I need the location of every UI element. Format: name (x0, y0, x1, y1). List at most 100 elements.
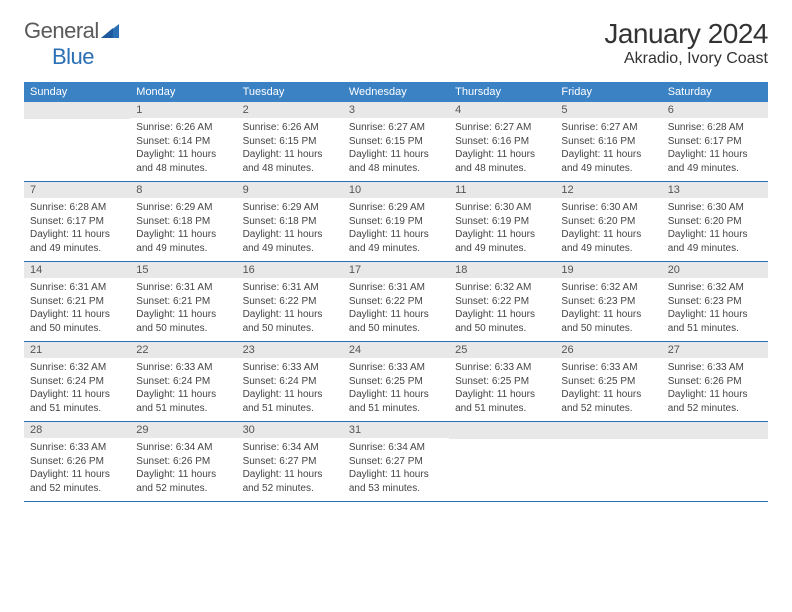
title-block: January 2024 Akradio, Ivory Coast (604, 18, 768, 68)
day-number: 19 (555, 262, 661, 278)
day-details: Sunrise: 6:31 AMSunset: 6:21 PMDaylight:… (130, 278, 236, 341)
day-cell: 4Sunrise: 6:27 AMSunset: 6:16 PMDaylight… (449, 102, 555, 182)
day-number: 12 (555, 182, 661, 198)
day-header-wednesday: Wednesday (343, 82, 449, 102)
day-details: Sunrise: 6:29 AMSunset: 6:18 PMDaylight:… (130, 198, 236, 261)
day-cell: 5Sunrise: 6:27 AMSunset: 6:16 PMDaylight… (555, 102, 661, 182)
day-number: 14 (24, 262, 130, 278)
empty-daynum (555, 422, 661, 439)
logo: General Blue (24, 18, 119, 70)
day-details: Sunrise: 6:32 AMSunset: 6:24 PMDaylight:… (24, 358, 130, 421)
day-cell: 23Sunrise: 6:33 AMSunset: 6:24 PMDayligh… (237, 342, 343, 422)
empty-cell (662, 422, 768, 502)
day-details: Sunrise: 6:31 AMSunset: 6:22 PMDaylight:… (237, 278, 343, 341)
header: General Blue January 2024 Akradio, Ivory… (24, 18, 768, 70)
day-header-sunday: Sunday (24, 82, 130, 102)
day-header-saturday: Saturday (662, 82, 768, 102)
day-number: 15 (130, 262, 236, 278)
day-header-thursday: Thursday (449, 82, 555, 102)
day-details: Sunrise: 6:29 AMSunset: 6:18 PMDaylight:… (237, 198, 343, 261)
empty-daynum (449, 422, 555, 439)
day-cell: 30Sunrise: 6:34 AMSunset: 6:27 PMDayligh… (237, 422, 343, 502)
day-number: 11 (449, 182, 555, 198)
calendar-row: 14Sunrise: 6:31 AMSunset: 6:21 PMDayligh… (24, 262, 768, 342)
day-header-friday: Friday (555, 82, 661, 102)
day-cell: 8Sunrise: 6:29 AMSunset: 6:18 PMDaylight… (130, 182, 236, 262)
day-number: 28 (24, 422, 130, 438)
day-details: Sunrise: 6:33 AMSunset: 6:24 PMDaylight:… (237, 358, 343, 421)
day-details: Sunrise: 6:32 AMSunset: 6:22 PMDaylight:… (449, 278, 555, 341)
day-number: 31 (343, 422, 449, 438)
day-details: Sunrise: 6:33 AMSunset: 6:24 PMDaylight:… (130, 358, 236, 421)
day-details: Sunrise: 6:32 AMSunset: 6:23 PMDaylight:… (555, 278, 661, 341)
day-number: 23 (237, 342, 343, 358)
location: Akradio, Ivory Coast (604, 50, 768, 68)
day-details: Sunrise: 6:33 AMSunset: 6:26 PMDaylight:… (662, 358, 768, 421)
day-details: Sunrise: 6:34 AMSunset: 6:27 PMDaylight:… (237, 438, 343, 501)
day-number: 18 (449, 262, 555, 278)
day-number: 17 (343, 262, 449, 278)
day-details: Sunrise: 6:30 AMSunset: 6:20 PMDaylight:… (662, 198, 768, 261)
day-number: 2 (237, 102, 343, 118)
logo-triangle-icon (101, 24, 119, 43)
day-cell: 24Sunrise: 6:33 AMSunset: 6:25 PMDayligh… (343, 342, 449, 422)
day-cell: 2Sunrise: 6:26 AMSunset: 6:15 PMDaylight… (237, 102, 343, 182)
empty-cell (24, 102, 130, 182)
day-details: Sunrise: 6:34 AMSunset: 6:27 PMDaylight:… (343, 438, 449, 501)
day-details: Sunrise: 6:33 AMSunset: 6:25 PMDaylight:… (555, 358, 661, 421)
empty-daynum (662, 422, 768, 439)
day-number: 30 (237, 422, 343, 438)
day-number: 10 (343, 182, 449, 198)
empty-daynum (24, 102, 130, 119)
logo-text-2: Blue (52, 44, 94, 69)
day-details: Sunrise: 6:26 AMSunset: 6:14 PMDaylight:… (130, 118, 236, 181)
day-number: 24 (343, 342, 449, 358)
day-details: Sunrise: 6:33 AMSunset: 6:26 PMDaylight:… (24, 438, 130, 501)
day-cell: 1Sunrise: 6:26 AMSunset: 6:14 PMDaylight… (130, 102, 236, 182)
day-details: Sunrise: 6:27 AMSunset: 6:16 PMDaylight:… (555, 118, 661, 181)
empty-cell (555, 422, 661, 502)
day-cell: 18Sunrise: 6:32 AMSunset: 6:22 PMDayligh… (449, 262, 555, 342)
day-number: 25 (449, 342, 555, 358)
day-details: Sunrise: 6:33 AMSunset: 6:25 PMDaylight:… (343, 358, 449, 421)
day-number: 8 (130, 182, 236, 198)
logo-text-1: General (24, 18, 99, 43)
day-header-tuesday: Tuesday (237, 82, 343, 102)
day-header-monday: Monday (130, 82, 236, 102)
day-cell: 15Sunrise: 6:31 AMSunset: 6:21 PMDayligh… (130, 262, 236, 342)
day-details: Sunrise: 6:30 AMSunset: 6:19 PMDaylight:… (449, 198, 555, 261)
day-cell: 7Sunrise: 6:28 AMSunset: 6:17 PMDaylight… (24, 182, 130, 262)
day-details: Sunrise: 6:28 AMSunset: 6:17 PMDaylight:… (24, 198, 130, 261)
day-number: 1 (130, 102, 236, 118)
calendar-row: 28Sunrise: 6:33 AMSunset: 6:26 PMDayligh… (24, 422, 768, 502)
day-details: Sunrise: 6:26 AMSunset: 6:15 PMDaylight:… (237, 118, 343, 181)
day-cell: 22Sunrise: 6:33 AMSunset: 6:24 PMDayligh… (130, 342, 236, 422)
day-cell: 26Sunrise: 6:33 AMSunset: 6:25 PMDayligh… (555, 342, 661, 422)
day-cell: 10Sunrise: 6:29 AMSunset: 6:19 PMDayligh… (343, 182, 449, 262)
day-cell: 13Sunrise: 6:30 AMSunset: 6:20 PMDayligh… (662, 182, 768, 262)
day-cell: 20Sunrise: 6:32 AMSunset: 6:23 PMDayligh… (662, 262, 768, 342)
month-title: January 2024 (604, 18, 768, 50)
day-number: 7 (24, 182, 130, 198)
day-details: Sunrise: 6:28 AMSunset: 6:17 PMDaylight:… (662, 118, 768, 181)
day-cell: 6Sunrise: 6:28 AMSunset: 6:17 PMDaylight… (662, 102, 768, 182)
calendar-row: 21Sunrise: 6:32 AMSunset: 6:24 PMDayligh… (24, 342, 768, 422)
day-cell: 3Sunrise: 6:27 AMSunset: 6:15 PMDaylight… (343, 102, 449, 182)
day-cell: 11Sunrise: 6:30 AMSunset: 6:19 PMDayligh… (449, 182, 555, 262)
day-number: 16 (237, 262, 343, 278)
day-cell: 9Sunrise: 6:29 AMSunset: 6:18 PMDaylight… (237, 182, 343, 262)
day-number: 21 (24, 342, 130, 358)
day-details: Sunrise: 6:32 AMSunset: 6:23 PMDaylight:… (662, 278, 768, 341)
day-cell: 17Sunrise: 6:31 AMSunset: 6:22 PMDayligh… (343, 262, 449, 342)
calendar-row: 7Sunrise: 6:28 AMSunset: 6:17 PMDaylight… (24, 182, 768, 262)
day-cell: 14Sunrise: 6:31 AMSunset: 6:21 PMDayligh… (24, 262, 130, 342)
day-cell: 31Sunrise: 6:34 AMSunset: 6:27 PMDayligh… (343, 422, 449, 502)
day-details: Sunrise: 6:30 AMSunset: 6:20 PMDaylight:… (555, 198, 661, 261)
day-cell: 19Sunrise: 6:32 AMSunset: 6:23 PMDayligh… (555, 262, 661, 342)
day-number: 3 (343, 102, 449, 118)
day-cell: 25Sunrise: 6:33 AMSunset: 6:25 PMDayligh… (449, 342, 555, 422)
day-number: 5 (555, 102, 661, 118)
day-number: 22 (130, 342, 236, 358)
day-number: 6 (662, 102, 768, 118)
day-cell: 27Sunrise: 6:33 AMSunset: 6:26 PMDayligh… (662, 342, 768, 422)
